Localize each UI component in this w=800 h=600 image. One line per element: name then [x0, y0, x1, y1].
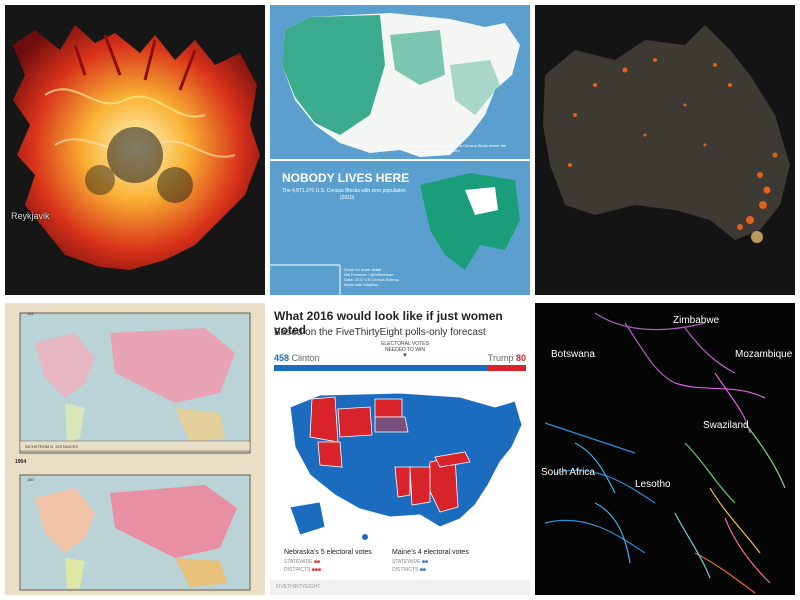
needed-line: ELECTORAL VOTES	[381, 341, 429, 347]
clinton-summary: 458 Clinton	[274, 353, 320, 363]
electoral-state-map	[289, 392, 523, 540]
label-botswana: Botswana	[551, 349, 595, 360]
districts-squares-icon: ■■■	[311, 567, 321, 573]
label-swaziland: Swaziland	[703, 420, 749, 431]
nobody-note: Every green area represents a Census Blo…	[408, 143, 507, 153]
nebraska-districts-row: DISTRICTS ■■■	[284, 567, 321, 573]
credit-line: Data: 2010 US Census Bureau	[344, 277, 399, 282]
women-voted-title: What 2016 would look like if just women …	[274, 309, 503, 337]
women-voted-subtitle: Based on the FiveThirtyEight polls-only …	[274, 327, 486, 338]
nebraska-legend-title: Nebraska's 5 electoral votes	[284, 549, 372, 556]
statewide-label: STATEWIDE	[284, 559, 313, 565]
label-zimbabwe: Zimbabwe	[673, 315, 720, 326]
nebraska-statewide-row: STATEWIDE ■■	[284, 559, 320, 565]
nobody-year: (2010)	[340, 195, 355, 201]
districts-squares-icon: ■■	[419, 567, 426, 573]
label-mozambique: Mozambique	[735, 349, 793, 360]
vintage-bottom-number: 150	[27, 477, 34, 482]
river-basins-map	[535, 303, 795, 595]
statewide-squares-icon: ■■	[421, 559, 428, 565]
iceland-map	[5, 5, 265, 295]
vintage-top-number: 131	[27, 311, 34, 316]
australia-fire-map	[535, 5, 795, 295]
footer-bar: FIVETHIRTYEIGHT	[270, 580, 530, 595]
vintage-year: 1904	[15, 459, 27, 465]
maine-statewide-row: STATEWIDE ■■	[392, 559, 428, 565]
districts-label: DISTRICTS	[392, 567, 419, 573]
label-south-africa: South Africa	[541, 467, 595, 478]
rivers-southern-africa-panel: Zimbabwe Botswana Mozambique Swaziland S…	[535, 303, 795, 595]
statewide-label: STATEWIDE	[392, 559, 421, 565]
vintage-caption: INCHSTROM D. DISTANCES	[25, 444, 79, 449]
vintage-maps	[5, 303, 265, 595]
needed-marker-icon: ▼	[402, 353, 408, 359]
trump-votes: 80	[515, 353, 526, 363]
women-voted-2016-panel: What 2016 would look like if just women …	[270, 303, 530, 595]
districts-label: DISTRICTS	[284, 567, 311, 573]
clinton-bar-fill	[274, 365, 489, 371]
nobody-lives-here-panel: NOBODY LIVES HERE The 4,871,270 U.S. Cen…	[270, 5, 530, 295]
clinton-votes: 458	[274, 353, 290, 363]
us-zero-population-map	[270, 5, 530, 295]
clinton-label: Clinton	[291, 353, 320, 363]
nobody-credits: Zoom for more detail Nik Freeman / @ndfr…	[344, 267, 494, 287]
vintage-world-maps-panel: 131 INCHSTROM D. DISTANCES 1904 150	[5, 303, 265, 595]
brand-label: FIVETHIRTYEIGHT	[276, 584, 321, 590]
credit-line: Nik Freeman / @ndfreeman	[344, 272, 394, 277]
australia-fires-panel	[535, 5, 795, 295]
label-lesotho: Lesotho	[635, 479, 671, 490]
nobody-subtitle: The 4,871,270 U.S. Census Blocks with ze…	[282, 188, 406, 194]
credit-line: Zoom for more detail	[344, 267, 381, 272]
needed-line: NEEDED TO WIN	[384, 347, 426, 353]
credit-line: Made with MapBox	[344, 282, 379, 287]
iceland-elevation-map-panel: Reykjavik	[5, 5, 265, 295]
electoral-bar	[274, 365, 526, 371]
maine-districts-row: DISTRICTS ■■	[392, 567, 426, 573]
trump-summary: Trump 80	[488, 353, 526, 363]
statewide-squares-icon: ■■	[313, 559, 320, 565]
nobody-title: NOBODY LIVES HERE	[282, 171, 410, 185]
needed-to-win-label: ELECTORAL VOTES NEEDED TO WIN ▼	[370, 341, 440, 359]
reykjavik-label: Reykjavik	[11, 211, 50, 221]
maine-legend-title: Maine's 4 electoral votes	[392, 549, 469, 556]
trump-label: Trump	[487, 353, 514, 363]
